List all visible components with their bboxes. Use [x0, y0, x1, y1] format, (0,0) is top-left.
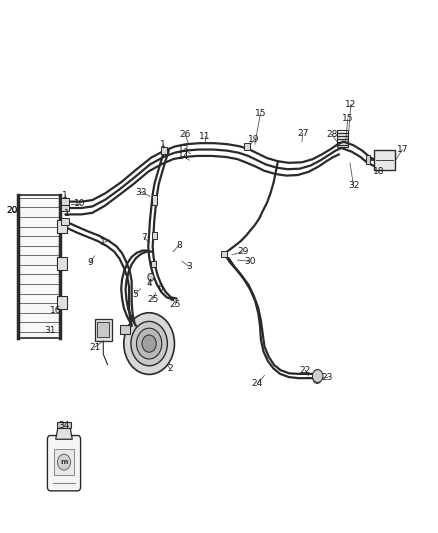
Text: 19: 19: [248, 135, 260, 144]
Bar: [152, 195, 157, 205]
Text: 13: 13: [178, 145, 190, 154]
Text: 24: 24: [252, 379, 263, 388]
Text: 1: 1: [100, 238, 106, 247]
Bar: [95, 319, 112, 341]
Bar: [97, 322, 110, 337]
Text: 11: 11: [199, 132, 211, 141]
Text: m: m: [60, 459, 68, 465]
Bar: [57, 296, 67, 309]
Text: 25: 25: [147, 295, 158, 304]
Circle shape: [312, 369, 323, 382]
Text: 32: 32: [348, 181, 359, 190]
Text: 33: 33: [135, 188, 147, 197]
Text: 16: 16: [49, 305, 61, 314]
Bar: [61, 205, 69, 212]
Text: 17: 17: [397, 145, 408, 154]
Bar: [161, 148, 167, 154]
Text: 9: 9: [87, 258, 93, 266]
Text: 18: 18: [373, 167, 384, 176]
Circle shape: [314, 369, 321, 378]
Text: 12: 12: [345, 100, 357, 109]
Text: 28: 28: [326, 130, 337, 139]
Text: 2: 2: [167, 364, 173, 373]
Text: 21: 21: [89, 343, 100, 352]
Text: 29: 29: [237, 247, 249, 256]
Bar: [61, 198, 69, 205]
Text: 26: 26: [179, 130, 191, 139]
Text: 15: 15: [342, 114, 353, 123]
Text: 34: 34: [58, 422, 70, 431]
Text: 27: 27: [297, 129, 308, 138]
Text: 1: 1: [64, 209, 70, 218]
Circle shape: [137, 328, 162, 359]
Text: 5: 5: [132, 289, 138, 298]
Text: 3: 3: [187, 262, 192, 271]
Circle shape: [131, 321, 167, 366]
Circle shape: [142, 335, 156, 352]
Text: 1: 1: [63, 191, 68, 200]
Text: 4: 4: [146, 279, 152, 288]
Bar: [366, 156, 370, 164]
Bar: [152, 232, 157, 239]
Bar: [54, 449, 74, 475]
Text: 23: 23: [321, 373, 333, 382]
Text: 1: 1: [160, 140, 166, 149]
Bar: [57, 257, 67, 270]
Text: 31: 31: [44, 326, 55, 335]
Circle shape: [313, 373, 321, 383]
Circle shape: [124, 313, 174, 374]
Text: 30: 30: [244, 257, 255, 265]
Circle shape: [57, 454, 71, 470]
Text: 22: 22: [300, 366, 311, 375]
Text: 7: 7: [141, 233, 147, 242]
Text: 15: 15: [255, 109, 266, 118]
Text: 10: 10: [74, 199, 86, 208]
Bar: [61, 218, 69, 225]
Bar: [57, 422, 71, 427]
Text: 14: 14: [178, 152, 190, 161]
Circle shape: [148, 273, 154, 281]
Bar: [337, 130, 348, 147]
Polygon shape: [56, 427, 72, 439]
Text: 20: 20: [6, 206, 17, 215]
Bar: [18, 195, 60, 338]
Text: 20: 20: [6, 206, 17, 215]
Bar: [151, 261, 156, 267]
Bar: [244, 143, 251, 150]
FancyBboxPatch shape: [47, 435, 81, 491]
Bar: [57, 220, 67, 233]
Text: 8: 8: [176, 241, 182, 250]
Bar: [221, 251, 227, 257]
Text: 6: 6: [157, 284, 163, 293]
Text: 25: 25: [170, 300, 181, 309]
Bar: [120, 325, 130, 334]
Bar: [374, 150, 395, 169]
